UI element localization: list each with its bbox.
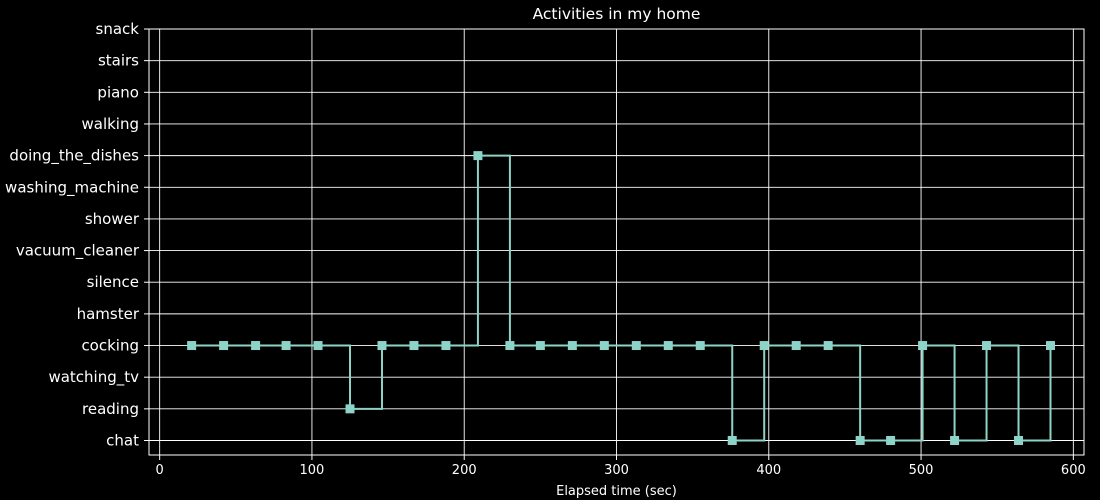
y-tick-label: washing_machine xyxy=(5,178,139,197)
y-tick-label: chat xyxy=(106,432,139,450)
data-point xyxy=(313,341,323,351)
y-tick-label: snack xyxy=(96,20,140,38)
data-point xyxy=(599,341,609,351)
data-point xyxy=(251,341,261,351)
data-point xyxy=(982,341,992,351)
y-tick-label: piano xyxy=(97,83,139,101)
x-tick-label: 200 xyxy=(452,463,477,478)
data-point xyxy=(855,436,865,445)
y-tick-label: reading xyxy=(82,400,139,418)
y-tick-label: hamster xyxy=(77,305,140,323)
y-tick-label: vacuum_cleaner xyxy=(16,242,140,261)
chart-title: Activities in my home xyxy=(533,5,701,23)
x-tick-label: 600 xyxy=(1061,463,1086,478)
data-point xyxy=(345,404,355,414)
y-tick-label: silence xyxy=(87,273,139,291)
data-point xyxy=(473,151,483,161)
data-point xyxy=(505,341,515,351)
y-tick-label: stairs xyxy=(98,52,139,70)
data-point xyxy=(950,436,960,445)
x-axis: 0 100 200 300 400 500 600 xyxy=(156,455,1086,478)
x-tick-label: 100 xyxy=(300,463,325,478)
data-point xyxy=(567,341,577,351)
y-tick-label: watching_tv xyxy=(48,368,139,387)
series-markers xyxy=(187,151,1055,445)
data-point xyxy=(886,436,896,445)
series-line xyxy=(191,154,1052,442)
data-point xyxy=(219,341,229,351)
data-point xyxy=(727,436,737,445)
data-point xyxy=(535,341,545,351)
y-tick-label: doing_the_dishes xyxy=(9,147,139,166)
data-point xyxy=(791,341,801,351)
y-axis: chat reading watching_tv cocking hamster sile… xyxy=(5,20,149,450)
y-tick-label: cocking xyxy=(81,337,139,355)
data-point xyxy=(631,341,641,351)
data-point xyxy=(441,341,451,351)
y-tick-label: walking xyxy=(81,115,139,133)
y-tick-label: shower xyxy=(85,210,140,228)
x-tick-label: 300 xyxy=(604,463,629,478)
x-axis-label: Elapsed time (sec) xyxy=(556,484,677,499)
data-point xyxy=(1045,341,1055,351)
data-point xyxy=(1014,436,1024,445)
data-point xyxy=(918,341,928,351)
x-tick-label: 400 xyxy=(756,463,781,478)
data-point xyxy=(823,341,833,351)
data-point xyxy=(281,341,291,351)
data-point xyxy=(759,341,769,351)
data-point xyxy=(187,341,197,351)
x-tick-label: 500 xyxy=(909,463,934,478)
data-point xyxy=(409,341,419,351)
x-tick-label: 0 xyxy=(156,463,164,478)
data-point xyxy=(695,341,705,351)
data-point xyxy=(377,341,387,351)
data-point xyxy=(663,341,673,351)
